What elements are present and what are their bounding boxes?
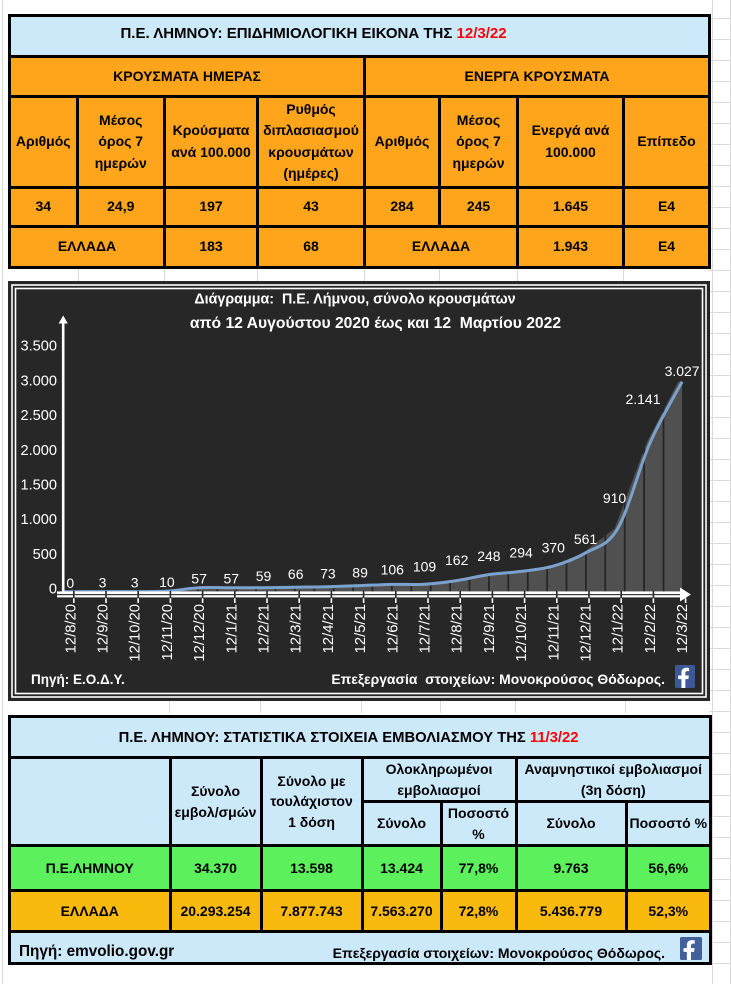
svg-text:12/5/21: 12/5/21 [353, 604, 369, 653]
svg-text:106: 106 [381, 561, 405, 577]
svg-text:294: 294 [509, 544, 533, 560]
svg-text:1.000: 1.000 [20, 512, 57, 528]
svg-text:3: 3 [99, 574, 107, 590]
svg-text:109: 109 [413, 558, 437, 574]
svg-text:10: 10 [159, 574, 175, 590]
svg-text:73: 73 [320, 565, 336, 581]
svg-text:12/8/20: 12/8/20 [63, 604, 79, 653]
svg-text:500: 500 [33, 547, 57, 563]
svg-text:57: 57 [224, 570, 240, 586]
svg-text:57: 57 [191, 570, 207, 586]
svg-text:910: 910 [603, 490, 627, 506]
svg-text:12/3/22: 12/3/22 [675, 604, 691, 653]
svg-text:Επεξεργασία στοιχείων: Μονοκρ: Επεξεργασία στοιχείων: Μονοκρούσος Θόδωρ… [331, 671, 665, 687]
svg-text:από 12 Αυγούστου 2020 έως και: από 12 Αυγούστου 2020 έως και 12 Μαρτίου… [190, 315, 562, 332]
svg-text:12/10/21: 12/10/21 [514, 604, 530, 662]
svg-text:12/7/21: 12/7/21 [418, 604, 434, 653]
svg-text:3: 3 [131, 574, 139, 590]
svg-text:12/8/21: 12/8/21 [450, 604, 466, 653]
svg-text:12/1/22: 12/1/22 [611, 604, 627, 653]
svg-text:12/12/21: 12/12/21 [579, 604, 595, 662]
svg-text:2.500: 2.500 [20, 408, 57, 424]
svg-text:3.500: 3.500 [20, 339, 57, 355]
svg-text:12/4/21: 12/4/21 [321, 604, 337, 653]
svg-text:12/2/21: 12/2/21 [257, 604, 273, 653]
svg-text:2.141: 2.141 [625, 391, 660, 407]
svg-text:370: 370 [542, 539, 566, 555]
svg-text:0: 0 [66, 575, 74, 591]
svg-text:12/9/21: 12/9/21 [482, 604, 498, 653]
svg-text:59: 59 [256, 568, 272, 584]
svg-text:561: 561 [574, 531, 598, 547]
svg-text:12/11/21: 12/11/21 [546, 604, 562, 661]
svg-text:12/10/20: 12/10/20 [128, 604, 144, 662]
svg-text:0: 0 [49, 582, 57, 598]
svg-text:12/12/20: 12/12/20 [192, 604, 208, 662]
svg-text:12/11/20: 12/11/20 [160, 604, 176, 661]
svg-text:3.000: 3.000 [20, 374, 57, 390]
svg-text:66: 66 [288, 566, 304, 582]
svg-text:89: 89 [352, 564, 368, 580]
svg-text:2.000: 2.000 [20, 443, 57, 459]
svg-text:248: 248 [477, 548, 501, 564]
svg-text:12/3/21: 12/3/21 [289, 604, 305, 653]
svg-text:162: 162 [445, 552, 469, 568]
svg-text:12/2/22: 12/2/22 [643, 604, 659, 653]
svg-text:Πηγή: Ε.Ο.Δ.Υ.: Πηγή: Ε.Ο.Δ.Υ. [31, 672, 125, 687]
svg-text:1.500: 1.500 [20, 478, 57, 494]
svg-text:Διάγραμμα: Π.Ε. Λήμνου, σύνολ: Διάγραμμα: Π.Ε. Λήμνου, σύνολο κρουσμάτω… [194, 292, 515, 308]
svg-text:12/6/21: 12/6/21 [385, 604, 401, 653]
svg-text:12/9/20: 12/9/20 [96, 604, 112, 653]
svg-text:12/1/21: 12/1/21 [224, 604, 240, 653]
svg-text:3.027: 3.027 [665, 363, 700, 379]
